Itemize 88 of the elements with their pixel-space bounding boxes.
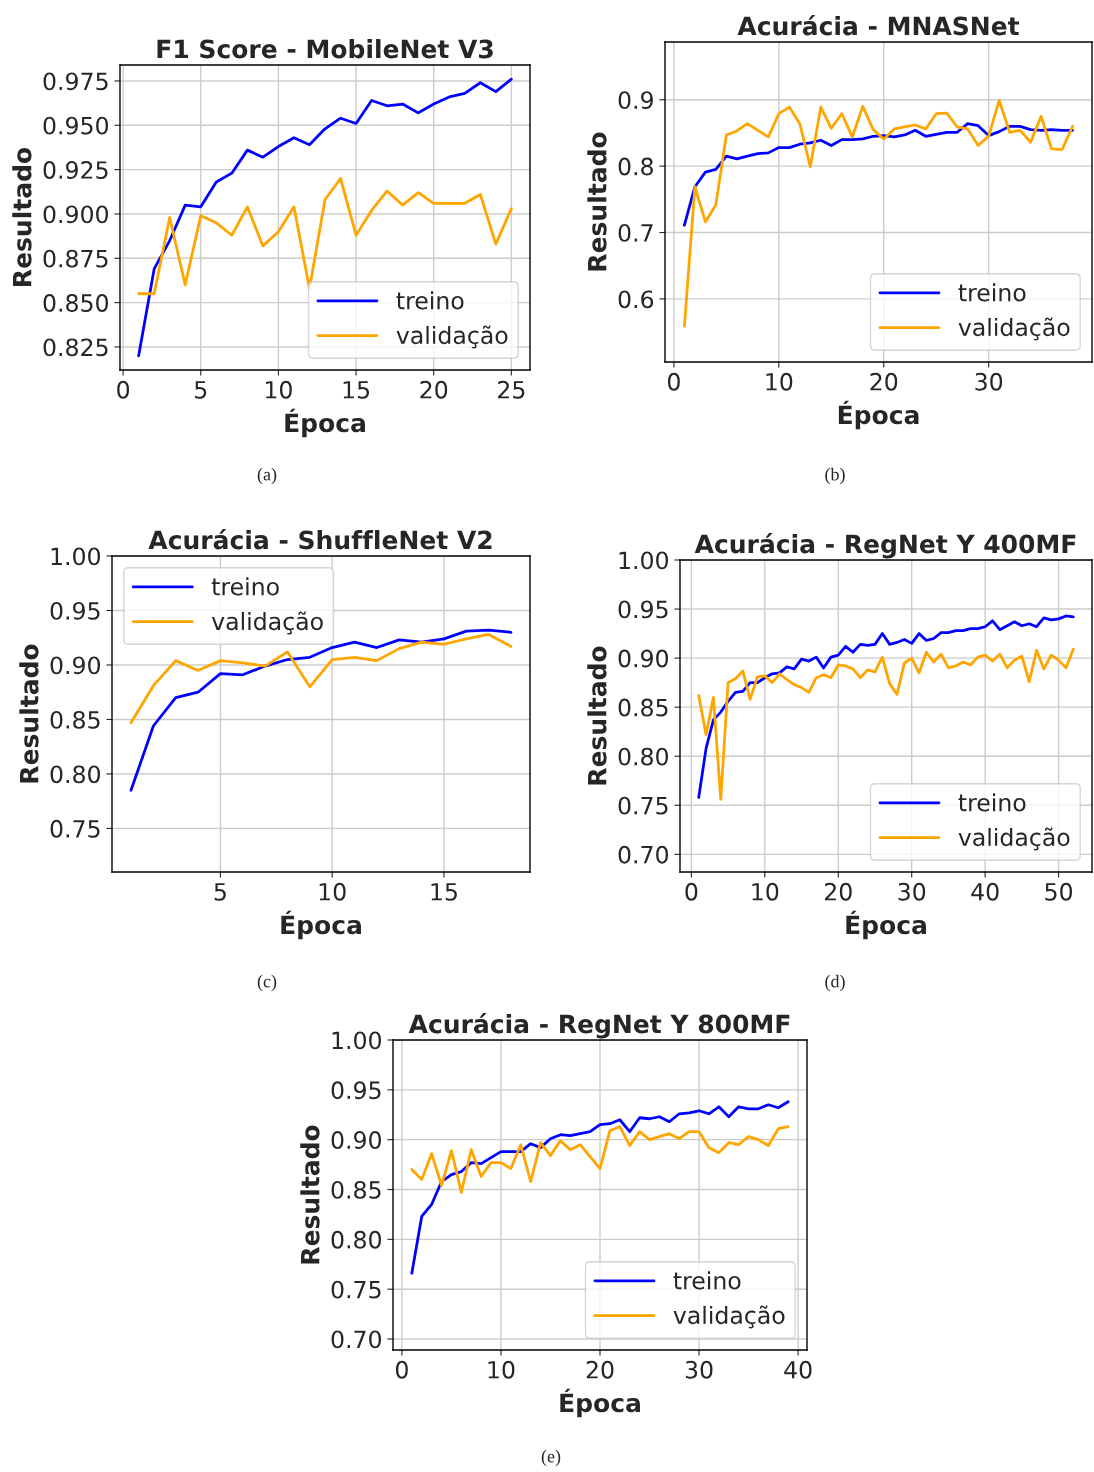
text: (b) bbox=[825, 467, 845, 485]
x-tick-label: 15 bbox=[343, 381, 370, 399]
x-tick-label: 20 bbox=[420, 380, 448, 399]
y-tick-label: 0.90 bbox=[331, 1131, 382, 1149]
y-tick-label: 0.90 bbox=[618, 649, 669, 668]
x-tick-label: 0 bbox=[685, 882, 698, 901]
legend-label: treino bbox=[958, 283, 1026, 302]
y-tick-label: 0.875 bbox=[43, 249, 108, 268]
y-tick-label: 0.95 bbox=[50, 601, 100, 620]
legend-label: validação bbox=[211, 611, 323, 635]
y-tick-label: 0.6 bbox=[618, 290, 654, 309]
y-tick-label: 0.75 bbox=[50, 819, 100, 838]
x-tick-label: 0 bbox=[395, 1360, 408, 1379]
chart-title: Acurácia - ShuffleNet V2 bbox=[148, 529, 492, 550]
legend-label: validação bbox=[396, 325, 508, 349]
y-tick-label: 0.85 bbox=[618, 698, 668, 717]
y-axis-title: Resultado bbox=[19, 644, 39, 783]
line-series bbox=[410, 1125, 790, 1194]
y-tick-label: 0.85 bbox=[331, 1180, 381, 1199]
legend-label: validação bbox=[673, 1305, 785, 1329]
x-axis-title: Época bbox=[285, 408, 365, 438]
y-tick-label: 0.95 bbox=[331, 1081, 381, 1100]
text: (e) bbox=[541, 1449, 561, 1467]
chart-title: F1 Score - MobileNet V3 bbox=[157, 39, 493, 59]
y-tick-label: 0.925 bbox=[43, 161, 108, 179]
y-tick-label: 0.80 bbox=[618, 747, 669, 766]
y-tick-label: 0.850 bbox=[43, 294, 109, 312]
y-tick-label: 0.950 bbox=[43, 116, 109, 135]
y-tick-label: 0.75 bbox=[331, 1280, 381, 1299]
y-axis-title: Resultado bbox=[12, 147, 32, 286]
x-tick-label: 10 bbox=[488, 1360, 515, 1379]
x-tick-label: 50 bbox=[1045, 882, 1073, 901]
x-tick-label: 5 bbox=[195, 381, 207, 399]
legend-label: treino bbox=[673, 1271, 741, 1290]
y-tick-label: 0.80 bbox=[331, 1230, 382, 1249]
chart-title: Acurácia - RegNet Y 400MF bbox=[694, 533, 1076, 559]
text: (d) bbox=[825, 974, 845, 992]
chart-title: Acurácia - RegNet Y 800MF bbox=[408, 1013, 790, 1039]
x-tick-label: 20 bbox=[586, 1360, 614, 1379]
legend-label: treino bbox=[211, 577, 279, 596]
x-tick-label: 10 bbox=[265, 380, 292, 399]
x-tick-label: 0 bbox=[117, 380, 130, 399]
legend-label: validação bbox=[958, 827, 1070, 851]
y-tick-label: 0.85 bbox=[50, 710, 100, 729]
x-tick-label: 30 bbox=[898, 882, 926, 901]
line-series bbox=[137, 77, 513, 358]
y-tick-label: 0.80 bbox=[50, 765, 101, 784]
chart-title: Acurácia - MNASNet bbox=[737, 15, 1020, 36]
y-tick-label: 0.75 bbox=[618, 796, 668, 815]
x-tick-label: 25 bbox=[498, 380, 525, 399]
text: (a) bbox=[257, 467, 277, 485]
legend-label: treino bbox=[958, 793, 1026, 812]
y-axis-title: Resultado bbox=[587, 646, 607, 785]
y-tick-label: 0.95 bbox=[618, 600, 668, 619]
y-tick-label: 0.70 bbox=[331, 1330, 382, 1349]
x-tick-label: 0 bbox=[667, 372, 680, 391]
y-tick-label: 0.70 bbox=[618, 845, 669, 864]
text: (c) bbox=[257, 974, 277, 992]
x-axis-title: Época bbox=[838, 400, 919, 430]
line-series bbox=[129, 633, 513, 725]
x-tick-label: 10 bbox=[752, 882, 779, 901]
x-tick-label: 40 bbox=[784, 1360, 812, 1379]
y-tick-label: 0.7 bbox=[618, 223, 653, 242]
x-tick-label: 10 bbox=[319, 882, 346, 901]
x-axis-title: Época bbox=[560, 1388, 640, 1418]
x-tick-label: 10 bbox=[766, 372, 793, 391]
x-tick-label: 20 bbox=[870, 372, 898, 391]
x-tick-label: 15 bbox=[431, 883, 457, 901]
y-axis-title: Resultado bbox=[300, 1125, 320, 1264]
y-tick-label: 0.8 bbox=[618, 157, 653, 176]
y-tick-label: 0.90 bbox=[50, 656, 101, 675]
x-tick-label: 40 bbox=[971, 882, 999, 901]
y-tick-label: 0.975 bbox=[43, 72, 108, 91]
legend-label: treino bbox=[396, 291, 464, 310]
x-tick-label: 20 bbox=[824, 882, 852, 901]
x-tick-label: 30 bbox=[975, 372, 1003, 391]
y-tick-label: 1.00 bbox=[51, 547, 101, 566]
y-tick-label: 1.00 bbox=[332, 1031, 382, 1050]
x-tick-label: 30 bbox=[685, 1360, 713, 1379]
x-axis-title: Época bbox=[281, 910, 361, 940]
y-tick-label: 0.900 bbox=[43, 205, 109, 224]
x-tick-label: 5 bbox=[214, 883, 226, 901]
legend-label: validação bbox=[958, 317, 1070, 341]
y-tick-label: 1.00 bbox=[619, 551, 669, 570]
y-tick-label: 0.9 bbox=[618, 91, 653, 110]
y-tick-label: 0.825 bbox=[43, 338, 108, 357]
y-axis-title: Resultado bbox=[587, 132, 607, 271]
x-axis-title: Época bbox=[846, 910, 926, 940]
